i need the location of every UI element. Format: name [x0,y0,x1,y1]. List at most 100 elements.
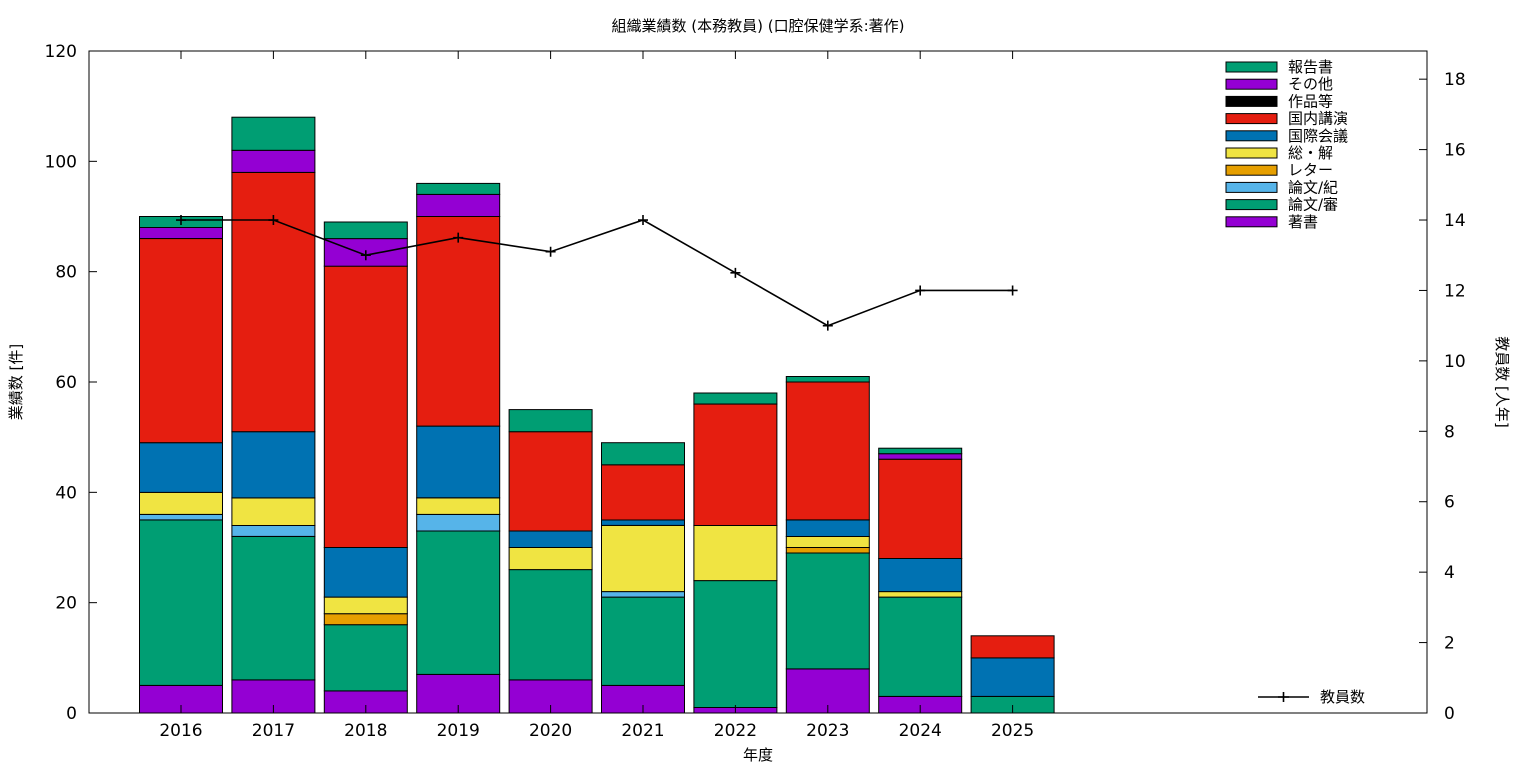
legend-label: 国内講演 [1288,110,1348,128]
y2-axis-label: 教員数 [人年] [1493,336,1511,427]
y2-tick-label: 6 [1444,493,1455,513]
staff-point [545,246,556,257]
bar-2016-s8 [139,227,223,239]
bar-2022-s6 [693,403,778,527]
bar-2024-s5 [878,558,963,593]
y-axis-label: 業績数 [件] [7,344,25,420]
bar-2023-s4 [785,536,870,548]
bar-2018-s3 [323,613,408,626]
legend-label: 報告書 [1288,58,1333,76]
legend-line-label: 教員数 [1320,688,1365,706]
x-tick-label: 2017 [252,721,295,741]
x-tick-label: 2016 [159,721,202,741]
bar-2018-s5 [323,547,408,598]
bar-2021-s4 [601,524,685,593]
staff-point [453,232,464,243]
legend-swatch [1225,78,1278,90]
legend-swatch [1225,216,1278,228]
legend-line-marker [1278,692,1289,702]
bar-2016-s2 [139,513,223,521]
bar-2020-s9 [508,409,593,433]
bar-2023-s1 [785,552,870,670]
bar-2017-s5 [231,431,316,499]
legend-swatch [1225,113,1278,125]
bar-2020-s4 [508,547,593,571]
y2-tick-label: 12 [1444,281,1466,301]
x-tick-label: 2020 [529,721,572,741]
y-tick-label: 40 [55,483,77,503]
legend-swatch [1225,61,1278,73]
bar-2019-s6 [416,216,501,427]
legend-label: その他 [1288,75,1333,93]
bar-2021-s9 [601,442,685,466]
staff-point [730,267,741,278]
staff-line-layer [176,215,1018,331]
bar-2024-s1 [878,596,963,697]
y2-tick-label: 14 [1444,211,1466,231]
bar-2024-s9 [878,447,963,455]
bar-2023-s5 [785,519,870,538]
y2-tick-label: 4 [1444,563,1455,583]
x-tick-label: 2022 [714,721,757,741]
legend-swatch [1225,199,1278,211]
bars-layer [139,116,1055,714]
legend-label: 論文/紀 [1288,178,1338,196]
y-tick-label: 100 [45,152,77,172]
legend-swatch [1225,95,1278,107]
bar-2023-s3 [785,547,870,554]
legend-label: レター [1288,161,1333,179]
bar-2021-s6 [601,464,685,521]
legend-label: 作品等 [1288,92,1333,110]
bar-2019-s1 [416,530,501,675]
bar-2016-s6 [139,238,223,444]
legend-swatch [1225,164,1278,176]
y-tick-label: 120 [45,42,77,62]
bar-2025-s6 [970,635,1055,659]
bar-2022-s1 [693,580,778,708]
y2-tick-label: 18 [1444,70,1466,90]
bar-2018-s1 [323,624,408,692]
y-tick-label: 60 [55,373,77,393]
y-tick-label: 20 [55,594,77,614]
y2-tick-label: 10 [1444,352,1466,372]
bar-2016-s5 [139,442,223,493]
x-tick-label: 2019 [437,721,480,741]
x-tick-label: 2021 [621,721,664,741]
staff-point [176,215,186,226]
x-tick-label: 2025 [991,721,1034,741]
staff-point [360,250,371,261]
staff-point [822,320,833,331]
bar-2020-s6 [508,431,593,532]
legend-swatch [1225,130,1278,142]
bar-2018-s9 [323,221,408,240]
staff-point [638,215,648,226]
chart-title: 組織業績数 (本務教員) (口腔保健学系:著作) [612,17,905,35]
bar-2025-s5 [970,657,1055,697]
axes-layer: 0 20 40 60 80 100 120 0 2 4 6 8 10 12 14 16 18 2016 2017 20… [45,42,1466,741]
bar-2018-s4 [323,596,408,615]
legend-label: 総・解 [1288,144,1333,162]
bar-2017-s1 [231,536,316,681]
bar-2024-s6 [878,458,963,560]
bar-2019-s8 [416,193,501,217]
x-axis-label: 年度 [743,746,773,764]
legend-label: 著書 [1288,213,1318,231]
y2-tick-label: 2 [1444,634,1455,654]
legend-label: 国際会議 [1288,127,1348,145]
y2-tick-label: 16 [1444,141,1466,161]
bar-2017-s8 [231,149,316,173]
legend-label: 論文/審 [1288,196,1338,214]
staff-point [268,215,279,226]
bar-2022-s4 [693,524,778,582]
bar-2017-s2 [231,524,316,537]
bar-2020-s1 [508,569,593,681]
legend-swatch [1225,147,1278,159]
staff-point [1007,285,1018,296]
bar-2017-s6 [231,171,316,433]
bar-2022-s9 [693,392,778,405]
x-tick-label: 2024 [899,721,942,741]
bar-2019-s9 [416,182,501,195]
bar-2019-s2 [416,513,501,532]
